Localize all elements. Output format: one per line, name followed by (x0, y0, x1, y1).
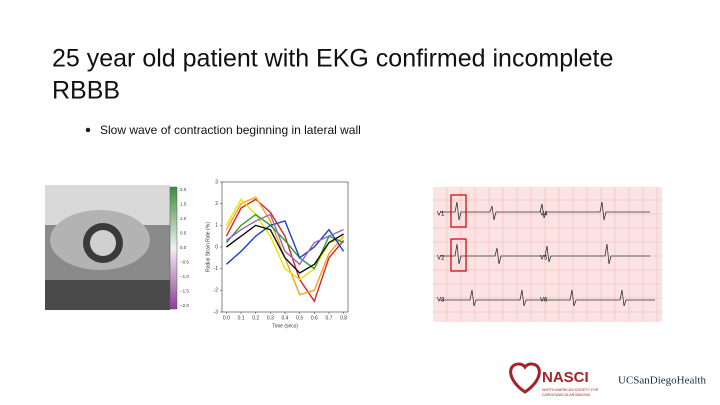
mri-image (45, 185, 170, 310)
data-line (225, 198, 344, 281)
colorbar-tick-label: 1.5 (180, 202, 187, 207)
lead-label: V6 (540, 298, 548, 304)
x-tick-label: 0.3 (267, 315, 274, 321)
colorbar (169, 186, 178, 310)
x-tick-label: 0.2 (252, 315, 259, 321)
logo-subtext: CARDIOVASCULAR IMAGING (542, 393, 591, 397)
colorbar-tick-label: −1.5 (180, 289, 189, 294)
y-tick-label: 1 (215, 223, 218, 229)
y-tick-label: 3 (215, 179, 218, 185)
colorbar-tick-label: 0.5 (180, 231, 187, 236)
ucsd-logo: UCSanDiegoHealth (618, 375, 706, 387)
data-line (225, 220, 345, 265)
x-tick-label: 0.0 (223, 315, 230, 321)
colorbar-tick-label: 1.0 (180, 216, 187, 221)
colorbar-tick-label: −2.0 (180, 303, 189, 308)
x-tick-label: 0.7 (325, 315, 332, 321)
x-axis-label: Time (secs) (272, 323, 298, 329)
y-tick-label: 0 (215, 244, 218, 250)
y-tick-label: -3 (214, 309, 219, 315)
bullet-dot (85, 127, 91, 133)
lead-label: V1 (437, 212, 445, 218)
lead-label: V2 (437, 256, 445, 262)
colorbar-tick-label: −1.0 (180, 274, 189, 279)
data-line (225, 213, 344, 270)
x-tick-label: 0.6 (311, 315, 318, 321)
y-tick-label: -1 (214, 266, 219, 272)
plot-frame (221, 181, 349, 313)
ekg-image: V1 V4 V2 V5 V3 V6 (433, 187, 662, 322)
y-tick-label: 2 (215, 201, 218, 207)
colorbar-tick-label: 0.0 (180, 245, 187, 250)
lead-label: V5 (540, 256, 548, 262)
title: 25 year old patient with EKG confirmed i… (52, 45, 613, 73)
title: RBBB (52, 77, 120, 105)
bullet: Slow wave of contraction beginning in la… (100, 123, 361, 137)
nasci-logo: NASCI NORTH AMERICAN SOCIETY FOR CARDIOV… (509, 362, 706, 397)
x-tick-label: 0.1 (238, 315, 245, 321)
colorbar-tick-label: 2.0 (180, 187, 187, 192)
lead-label: V3 (437, 298, 445, 304)
data-line (225, 224, 344, 274)
colorbar-tick-label: −0.5 (180, 260, 189, 265)
y-tick-label: -2 (214, 288, 219, 294)
x-tick-label: 0.8 (340, 315, 347, 321)
x-tick-label: 0.5 (296, 315, 303, 321)
y-axis-label: Radial Strain Rate (%) (205, 222, 211, 272)
data-line (225, 213, 344, 266)
x-tick-label: 0.4 (282, 315, 289, 321)
logo-text: NASCI (542, 369, 589, 386)
logo-subtext: NORTH AMERICAN SOCIETY FOR (542, 388, 599, 392)
lead-label: V4 (540, 212, 548, 218)
